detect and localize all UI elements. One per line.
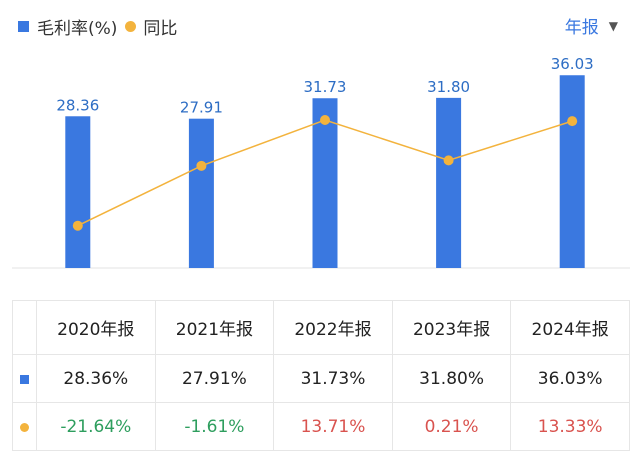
- yoy-point-3: [443, 155, 454, 166]
- table-cell-yoy: 0.21%: [391, 402, 512, 451]
- table-row-yoy: -21.64% -1.61% 13.71% 0.21% 13.33%: [12, 402, 630, 451]
- table-cell-yoy: 13.33%: [510, 402, 630, 451]
- table-cell: 27.91%: [154, 354, 275, 403]
- bar-value-label: 31.80: [427, 78, 470, 96]
- period-selector[interactable]: 年报 ▼: [565, 13, 618, 38]
- bar-legend-swatch: [18, 21, 29, 32]
- chevron-down-icon: ▼: [608, 18, 618, 33]
- yoy-point-4: [567, 116, 578, 127]
- chart-legend: 毛利率(%) 同比: [18, 14, 177, 39]
- table-header-cell: 2022年报: [273, 300, 393, 355]
- table-header-cell: 2024年报: [510, 300, 630, 355]
- yoy-point-1: [196, 160, 207, 171]
- bar-1: [188, 118, 214, 268]
- bar-value-label: 27.91: [180, 99, 223, 117]
- line-row-icon: [12, 402, 37, 451]
- yoy-point-0: [72, 220, 83, 231]
- table-cell: 36.03%: [510, 354, 630, 403]
- table-row-margin: 28.36% 27.91% 31.73% 31.80% 36.03%: [12, 354, 630, 403]
- table-cell: 31.73%: [273, 354, 393, 403]
- table-header-cell: 2023年报: [391, 300, 512, 355]
- data-table: 2020年报 2021年报 2022年报 2023年报 2024年报 28.36…: [12, 300, 630, 451]
- bar-3: [436, 97, 462, 269]
- line-legend-label: 同比: [143, 19, 178, 39]
- bar-0: [65, 116, 91, 268]
- bar-value-label: 36.03: [551, 55, 594, 73]
- line-legend-swatch: [125, 21, 137, 32]
- bar-4: [559, 75, 585, 268]
- table-cell: 31.80%: [391, 354, 512, 403]
- table-cell-yoy: -21.64%: [36, 402, 156, 451]
- bar-2: [312, 98, 338, 268]
- yoy-point-2: [320, 115, 330, 126]
- table-header-row: 2020年报 2021年报 2022年报 2023年报 2024年报: [12, 300, 630, 355]
- table-cell-yoy: 13.71%: [273, 402, 393, 451]
- table-corner-cell: [12, 300, 37, 355]
- period-selector-label: 年报: [564, 18, 599, 38]
- table-header-cell: 2020年报: [36, 300, 156, 355]
- bar-value-label: 28.36: [56, 96, 99, 114]
- bar-value-label: 31.73: [304, 78, 347, 96]
- bar-legend-label: 毛利率(%): [37, 19, 118, 39]
- bar-row-icon: [12, 354, 37, 403]
- table-cell: 28.36%: [36, 354, 156, 403]
- gross-margin-chart: 28.36 27.91 31.73 31.80 36.03: [12, 55, 630, 269]
- table-header-cell: 2021年报: [154, 300, 275, 355]
- table-cell-yoy: -1.61%: [154, 402, 275, 451]
